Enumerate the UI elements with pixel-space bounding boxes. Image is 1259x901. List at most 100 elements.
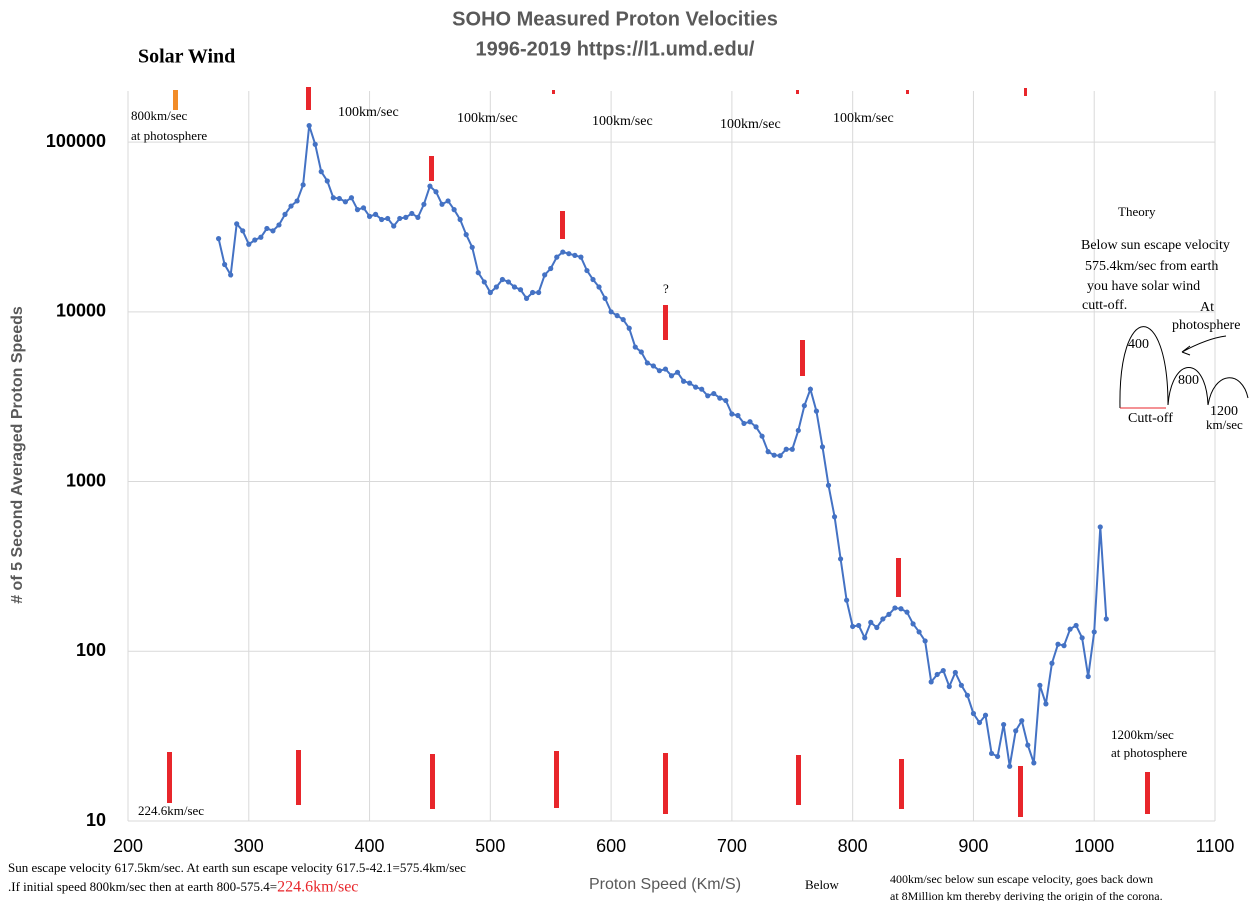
data-point (971, 711, 976, 716)
data-point (452, 207, 457, 212)
data-point (264, 226, 269, 231)
data-point (1104, 616, 1109, 621)
marker (796, 90, 799, 94)
data-point (379, 217, 384, 222)
data-point (898, 606, 903, 611)
data-point (409, 211, 414, 216)
data-point (397, 216, 402, 221)
data-point (1025, 743, 1030, 748)
data-point (301, 182, 306, 187)
data-point (506, 279, 511, 284)
data-point (1067, 627, 1072, 632)
data-point (868, 620, 873, 625)
data-point (246, 242, 251, 247)
data-point (1092, 629, 1097, 634)
x-tick-label: 300 (234, 836, 264, 856)
data-point (270, 228, 275, 233)
annotation: At (1200, 300, 1214, 315)
annotation: at photosphere (131, 128, 207, 143)
data-point (391, 223, 396, 228)
annotation: at photosphere (1111, 745, 1187, 760)
data-point (590, 277, 595, 282)
data-point (439, 202, 444, 207)
x-axis-label: Proton Speed (Km/S) (589, 876, 741, 893)
annotation: 100km/sec (457, 111, 518, 126)
data-point (977, 720, 982, 725)
data-point (228, 272, 233, 277)
data-point (741, 421, 746, 426)
data-point (693, 385, 698, 390)
data-point (651, 363, 656, 368)
data-point (1049, 661, 1054, 666)
data-point (433, 189, 438, 194)
data-point (518, 287, 523, 292)
annotation: 400km/sec below sun escape velocity, goe… (890, 872, 1153, 886)
data-point (560, 249, 565, 254)
marker (429, 156, 434, 181)
marker (663, 753, 668, 814)
data-point (361, 205, 366, 210)
data-point (850, 624, 855, 629)
marker (1018, 766, 1023, 817)
marker (430, 754, 435, 809)
data-point (1098, 524, 1103, 529)
chart: SOHO Measured Proton Velocities 1996-201… (0, 0, 1259, 901)
data-point (427, 184, 432, 189)
data-point (258, 235, 263, 240)
data-point (445, 198, 450, 203)
y-tick-label: 10 (86, 810, 106, 830)
data-point (566, 251, 571, 256)
data-point (874, 625, 879, 630)
data-point (995, 754, 1000, 759)
data-point (294, 198, 299, 203)
data-point (609, 309, 614, 314)
annotation: 575.4km/sec from earth (1085, 259, 1218, 274)
y-axis-label: # of 5 Second Averaged Proton Speeds (9, 306, 26, 604)
data-point (669, 373, 674, 378)
chart-title: SOHO Measured Proton Velocities (452, 8, 778, 30)
marker (906, 90, 909, 94)
annotation: Cutt-off (1128, 411, 1173, 426)
annotation: Theory (1118, 204, 1156, 219)
annotation: 224.6km/sec (277, 879, 358, 896)
data-point (886, 612, 891, 617)
data-point (705, 393, 710, 398)
data-point (385, 216, 390, 221)
annotation: 100km/sec (338, 105, 399, 120)
annotation: ? (663, 281, 669, 296)
data-point (500, 277, 505, 282)
data-point (572, 253, 577, 258)
data-point (832, 514, 837, 519)
data-point (252, 237, 257, 242)
data-point (904, 610, 909, 615)
data-point (784, 447, 789, 452)
x-tick-label: 800 (838, 836, 868, 856)
data-point (880, 616, 885, 621)
marker (296, 750, 301, 805)
data-point (584, 268, 589, 273)
data-point (687, 381, 692, 386)
data-point (1037, 683, 1042, 688)
data-point (844, 598, 849, 603)
y-tick-label: 100000 (46, 131, 106, 151)
data-point (240, 228, 245, 233)
data-point (862, 635, 867, 640)
arc (1208, 378, 1248, 405)
data-point (892, 605, 897, 610)
data-point (403, 215, 408, 220)
data-point (615, 313, 620, 318)
data-point (766, 449, 771, 454)
data-point (476, 270, 481, 275)
data-point (916, 629, 921, 634)
x-tick-label: 1000 (1074, 836, 1114, 856)
data-point (633, 344, 638, 349)
marker (554, 751, 559, 808)
data-point (639, 349, 644, 354)
data-point (276, 222, 281, 227)
data-point (808, 387, 813, 392)
data-point (554, 255, 559, 260)
data-point (1013, 728, 1018, 733)
marker (167, 752, 172, 803)
